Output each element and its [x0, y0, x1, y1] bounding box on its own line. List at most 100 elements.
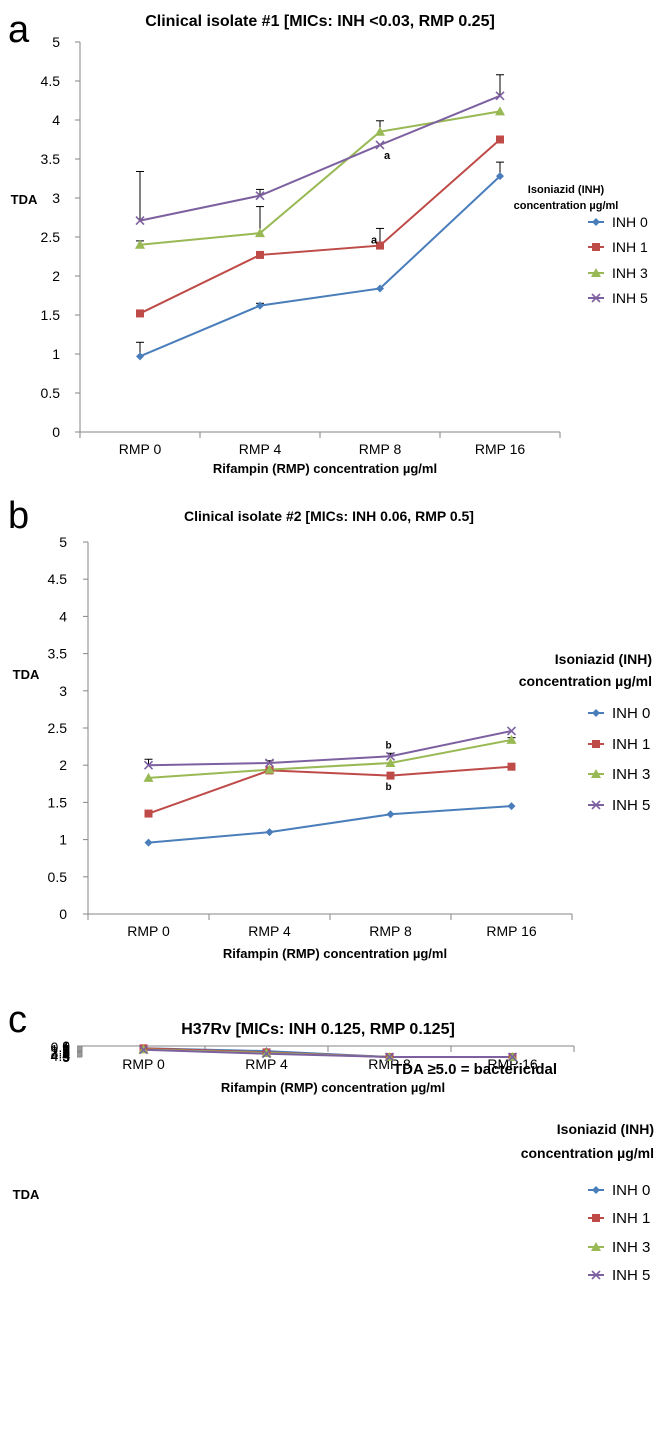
y-tick-label: 2.5	[41, 229, 61, 245]
y-tick-label: 3	[62, 1045, 70, 1061]
y-tick-label: 2	[52, 268, 60, 284]
data-point-inh-3	[261, 1047, 272, 1057]
data-point-inh-1	[376, 241, 384, 250]
data-point-inh-3	[495, 106, 505, 116]
y-tick-label: 2.5	[51, 1044, 71, 1060]
x-tick-label: RMP 4	[245, 1056, 288, 1072]
data-point-inh-5	[375, 140, 385, 150]
x-marker-stroke	[495, 91, 505, 101]
x-tick-label: RMP 0	[127, 923, 170, 939]
series-line-inh-0	[148, 805, 512, 844]
x-tick-label: RMP 16	[487, 1056, 538, 1072]
annotation-label: a	[371, 234, 378, 246]
data-point-inh-3	[135, 239, 145, 249]
x-marker-stroke	[264, 758, 275, 768]
y-tick-label: 4	[52, 112, 60, 128]
x-tick-label: RMP 4	[239, 441, 282, 457]
legend-title: concentration µg/ml	[519, 673, 652, 689]
x-marker-stroke	[261, 1049, 272, 1059]
x-axis-label: Rifampin (RMP) concentration µg/ml	[213, 461, 437, 476]
data-point-inh-0	[507, 802, 516, 811]
data-point-inh-0	[496, 172, 504, 181]
x-tick-label: RMP 4	[248, 923, 291, 939]
y-tick-label: 5	[62, 1049, 70, 1065]
x-tick-label: RMP 8	[368, 1056, 411, 1072]
y-tick-label: 4.5	[48, 571, 68, 587]
legend-entry: INH 3	[612, 1239, 650, 1256]
x-tick-label: RMP 0	[119, 441, 162, 457]
legend-marker	[592, 1214, 600, 1222]
y-tick-label: 3.5	[51, 1046, 71, 1062]
legend-marker	[591, 800, 601, 810]
legend-entry: INH 3	[612, 766, 650, 783]
y-tick-label: 1	[52, 346, 60, 362]
y-axis-label: TDA	[13, 1187, 40, 1202]
series-line-inh-5	[143, 1048, 513, 1058]
data-point-inh-0	[376, 284, 384, 293]
data-point-inh-0	[136, 352, 144, 361]
series-line-inh-5	[148, 729, 512, 767]
y-tick-label: 1.5	[48, 794, 68, 810]
legend-title: Isoniazid (INH)	[555, 651, 652, 667]
x-marker-stroke	[591, 293, 601, 303]
y-tick-label: 4	[59, 608, 67, 624]
y-tick-label: 4.5	[41, 73, 61, 89]
data-point-inh-1	[144, 809, 153, 818]
y-tick-label: 0.5	[51, 1039, 71, 1055]
series-line-inh-5	[139, 94, 501, 222]
y-tick-label: 1.5	[41, 307, 61, 323]
legend-entry: INH 1	[612, 1210, 650, 1227]
y-tick-label: 0	[52, 424, 60, 440]
x-tick-label: RMP 8	[359, 441, 402, 457]
data-point-inh-5	[385, 751, 396, 761]
data-point-inh-3	[264, 764, 275, 774]
series-line-inh-3	[148, 738, 512, 779]
y-tick-label: 4	[62, 1047, 70, 1063]
legend-entry: INH 1	[612, 239, 648, 255]
data-point-inh-0	[256, 301, 264, 310]
x-marker-stroke	[384, 1052, 395, 1062]
data-point-inh-3	[506, 734, 517, 744]
legend-title: concentration µg/ml	[521, 1145, 654, 1161]
legend-marker	[592, 243, 600, 251]
x-tick-label: RMP 0	[122, 1056, 165, 1072]
data-point-inh-5	[135, 216, 145, 226]
y-tick-label: 4.5	[51, 1048, 71, 1064]
x-marker-stroke	[375, 140, 385, 150]
x-marker-stroke	[506, 726, 517, 736]
data-point-inh-1	[386, 771, 395, 780]
data-point-inh-0	[144, 838, 153, 847]
y-tick-label: 3.5	[41, 151, 61, 167]
y-tick-label: 3	[59, 683, 67, 699]
y-tick-label: 1	[59, 832, 67, 848]
legend-title: concentration µg/ml	[514, 200, 619, 212]
y-tick-label: 0	[62, 1038, 70, 1054]
y-tick-label: 3.5	[48, 646, 68, 662]
x-marker-stroke	[591, 1270, 601, 1280]
legend-entry: INH 1	[612, 736, 650, 753]
y-tick-label: 0.5	[41, 385, 61, 401]
legend: Isoniazid (INH) concentration µg/ml INH 0 I…	[519, 651, 652, 814]
data-point-inh-5	[384, 1052, 395, 1062]
y-tick-label: 1	[62, 1040, 70, 1056]
y-tick-label: 1.5	[51, 1041, 71, 1057]
data-point-inh-1	[136, 309, 144, 318]
legend-entry: INH 5	[612, 1267, 650, 1284]
annotation-label: b	[386, 740, 392, 751]
data-point-inh-3	[255, 228, 265, 238]
chart-panel-a: a Clinical isolate #1 [MICs: INH <0.03, R…	[8, 9, 648, 476]
data-point-inh-1	[507, 762, 516, 771]
series-line-inh-0	[139, 175, 501, 358]
annotation-label: a	[384, 150, 391, 162]
x-axis-label: Rifampin (RMP) concentration µg/ml	[221, 1080, 445, 1095]
chart-title: Clinical isolate #2 [MICs: INH 0.06, RMP…	[184, 508, 474, 524]
data-point-inh-5	[264, 758, 275, 768]
chart-title: H37Rv [MICs: INH 0.125, RMP 0.125]	[181, 1021, 455, 1038]
legend-marker	[591, 1270, 601, 1280]
legend: Isoniazid (INH) concentration µg/ml INH 0 I…	[514, 184, 648, 306]
panel-letter: a	[8, 9, 30, 51]
y-axis-label: TDA	[11, 192, 38, 207]
data-point-inh-5	[255, 191, 265, 201]
x-marker-stroke	[385, 751, 396, 761]
